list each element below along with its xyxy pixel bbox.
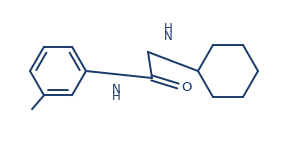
Text: N: N: [164, 30, 172, 42]
Text: N: N: [112, 83, 120, 96]
Text: H: H: [164, 21, 172, 35]
Text: H: H: [112, 89, 120, 103]
Text: O: O: [181, 81, 191, 93]
